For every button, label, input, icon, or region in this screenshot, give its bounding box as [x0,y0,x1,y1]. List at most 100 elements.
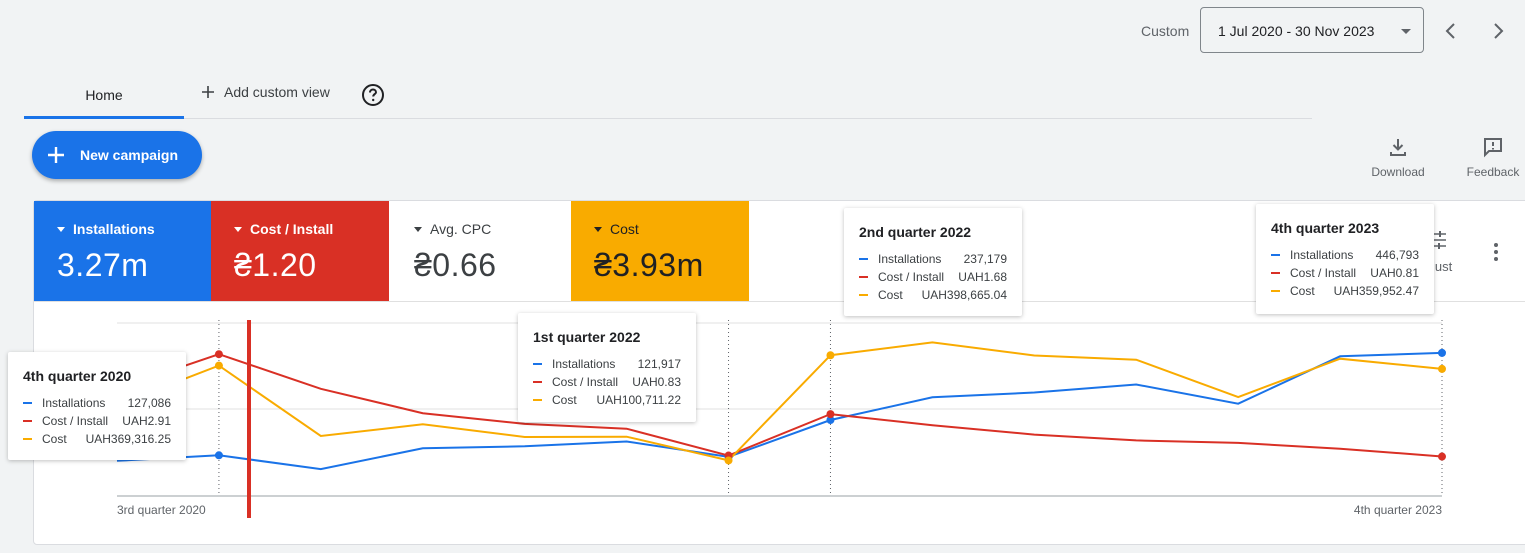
tooltip-value: 121,917 [637,357,681,371]
feedback-label: Feedback [1466,165,1520,179]
tooltip-series-name: Cost [1290,284,1315,298]
tooltip-series-name: Cost / Install [552,375,619,389]
legend-swatch [859,294,868,296]
metric-cost-per-install[interactable]: Cost / Install ₴1.20 [211,201,389,301]
tooltip-series-name: Installations [42,396,106,410]
more-vert-icon [1494,243,1498,261]
add-custom-view-button[interactable]: Add custom view [200,84,330,100]
series-points [214,348,1446,465]
series-lines [116,341,1443,471]
x-tick-label-end: 4th quarter 2023 [1354,503,1442,517]
date-range-label: Custom [1141,23,1190,39]
metric-value: ₴3.93m [594,247,704,283]
metric-cost[interactable]: Cost ₴3.93m [571,201,749,301]
tooltip-value: 446,793 [1375,248,1419,262]
chart-tooltip: 4th quarter 2023 Installations 446,793 Co… [1256,204,1434,314]
chevron-left-icon [1445,23,1455,39]
feedback-icon [1484,138,1502,158]
tooltip-title: 1st quarter 2022 [533,329,641,345]
tooltip-value: UAH369,316.25 [85,432,171,446]
help-icon [362,84,384,106]
tooltip-series-name: Cost [878,288,903,302]
chevron-right-icon [1494,23,1504,39]
data-point[interactable] [826,351,835,360]
tooltip-value: UAH398,665.04 [921,288,1007,302]
tooltip-series-name: Cost / Install [878,270,945,284]
tooltip-series-name: Cost / Install [1290,266,1357,280]
legend-swatch [23,420,32,422]
date-range-value: 1 Jul 2020 - 30 Nov 2023 [1218,23,1375,39]
dropdown-caret-icon [594,226,602,232]
chart-tooltip: 2nd quarter 2022 Installations 237,179 Co… [844,208,1022,316]
dropdown-caret-icon [57,226,65,232]
tooltip-value: UAH100,711.22 [596,393,681,407]
chart-tooltip: 4th quarter 2020 Installations 127,086 Co… [8,352,186,460]
metric-avg-cpc[interactable]: Avg. CPC ₴0.66 [391,201,569,301]
legend-swatch [859,276,868,278]
download-button[interactable]: Download [1366,136,1430,179]
dropdown-caret-icon [414,226,422,232]
legend-swatch [23,438,32,440]
series-line-cost [116,341,1443,462]
new-campaign-button[interactable]: New campaign [32,131,202,179]
data-point[interactable] [826,416,835,425]
data-point[interactable] [214,451,223,460]
legend-swatch [533,399,542,401]
data-point[interactable] [724,456,733,465]
metric-installations[interactable]: Installations 3.27m [34,201,212,301]
tooltip-value: UAH2.91 [122,414,171,428]
feedback-button[interactable]: Feedback [1462,136,1524,179]
legend-swatch [859,258,868,260]
tooltip-value: UAH0.83 [632,375,681,389]
tab-home-indicator [24,116,184,119]
metric-value: ₴0.66 [414,247,497,283]
legend-swatch [1271,272,1280,274]
tabs-divider [24,118,1312,119]
chart-cursor-marker[interactable] [247,320,251,518]
metric-label: Cost [610,221,639,237]
legend-swatch [1271,290,1280,292]
data-point[interactable] [826,410,835,419]
previous-period-button[interactable] [1437,17,1465,45]
dropdown-caret-icon [1401,29,1411,34]
metric-label: Installations [73,221,155,237]
data-point[interactable] [1438,452,1446,461]
data-point[interactable] [214,361,223,370]
date-range-select[interactable]: 1 Jul 2020 - 30 Nov 2023 [1200,7,1424,53]
data-point[interactable] [1438,364,1446,373]
tooltip-series-name: Cost [42,432,67,446]
tab-home[interactable]: Home [85,87,123,103]
plus-icon [202,86,214,98]
scorecard-divider [33,301,1525,302]
legend-swatch [1271,254,1280,256]
tooltip-value: 237,179 [963,252,1007,266]
series-line-cost-install [116,353,1443,458]
tooltip-series-name: Installations [1290,248,1354,262]
help-button[interactable] [361,83,385,107]
metric-label: Avg. CPC [430,221,492,237]
legend-swatch [533,381,542,383]
x-tick-label-start: 3rd quarter 2020 [117,503,206,517]
download-icon [1390,139,1406,156]
tooltip-value: UAH359,952.47 [1333,284,1419,298]
metric-label: Cost / Install [250,221,334,237]
tooltip-series-name: Installations [878,252,942,266]
metric-value: 3.27m [57,247,149,283]
metric-value: ₴1.20 [234,247,317,283]
dropdown-caret-icon [234,226,242,232]
tooltip-value: UAH1.68 [958,270,1007,284]
add-custom-view-label: Add custom view [224,84,330,100]
download-label: Download [1371,165,1425,179]
legend-swatch [533,363,542,365]
tooltip-title: 4th quarter 2020 [23,368,132,384]
adjust-label: just [1432,259,1453,274]
more-options-button[interactable] [1484,240,1508,264]
series-line-installations [116,351,1443,471]
data-point[interactable] [214,350,223,359]
tooltip-series-name: Cost / Install [42,414,109,428]
tooltip-value: UAH0.81 [1370,266,1419,280]
next-period-button[interactable] [1484,17,1512,45]
tooltip-title: 2nd quarter 2022 [859,224,972,240]
data-point[interactable] [1438,348,1446,357]
